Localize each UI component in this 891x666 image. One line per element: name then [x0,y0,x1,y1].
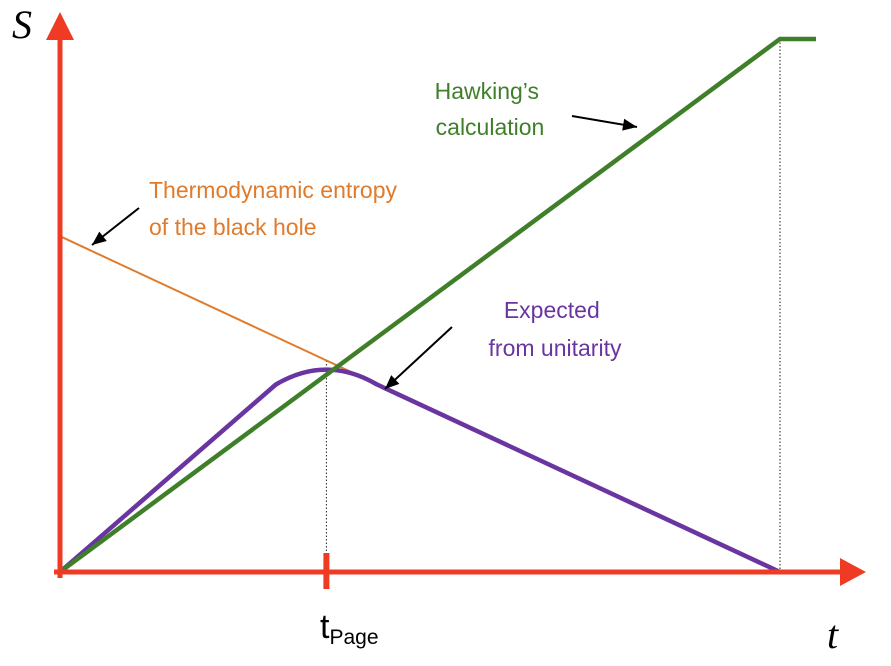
guide-lines [325,39,781,572]
unitarity-arrow-head [385,375,400,389]
hawking-label: Hawking’s calculation [435,78,546,140]
annotation-labels: Hawking’s calculation Thermodynamic entr… [12,2,839,657]
axes [46,12,866,589]
expected-from-unitarity-label: Expected from unitarity [489,297,622,361]
unitarity-arrow-shaft [384,326,453,390]
thermodynamic-entropy-arrow-head [92,231,107,245]
thermodynamic-entropy-label: Thermodynamic entropy of the black hole [149,177,403,240]
annotation-arrows [91,115,638,390]
page-time-tick-sub: Page [329,626,378,649]
x-axis-label: t [827,612,839,657]
x-axis-arrowhead [840,558,866,586]
page-time-tick-main: t [320,608,330,646]
expected-from-unitarity-line [58,367,781,575]
hawking-calculation-line [58,36,816,574]
hawking-arrow-head [622,118,637,131]
page-time-tick-label: tPage [320,608,379,649]
series-lines [58,36,816,575]
y-axis-arrowhead [46,12,74,40]
y-axis-label: S [12,2,32,47]
